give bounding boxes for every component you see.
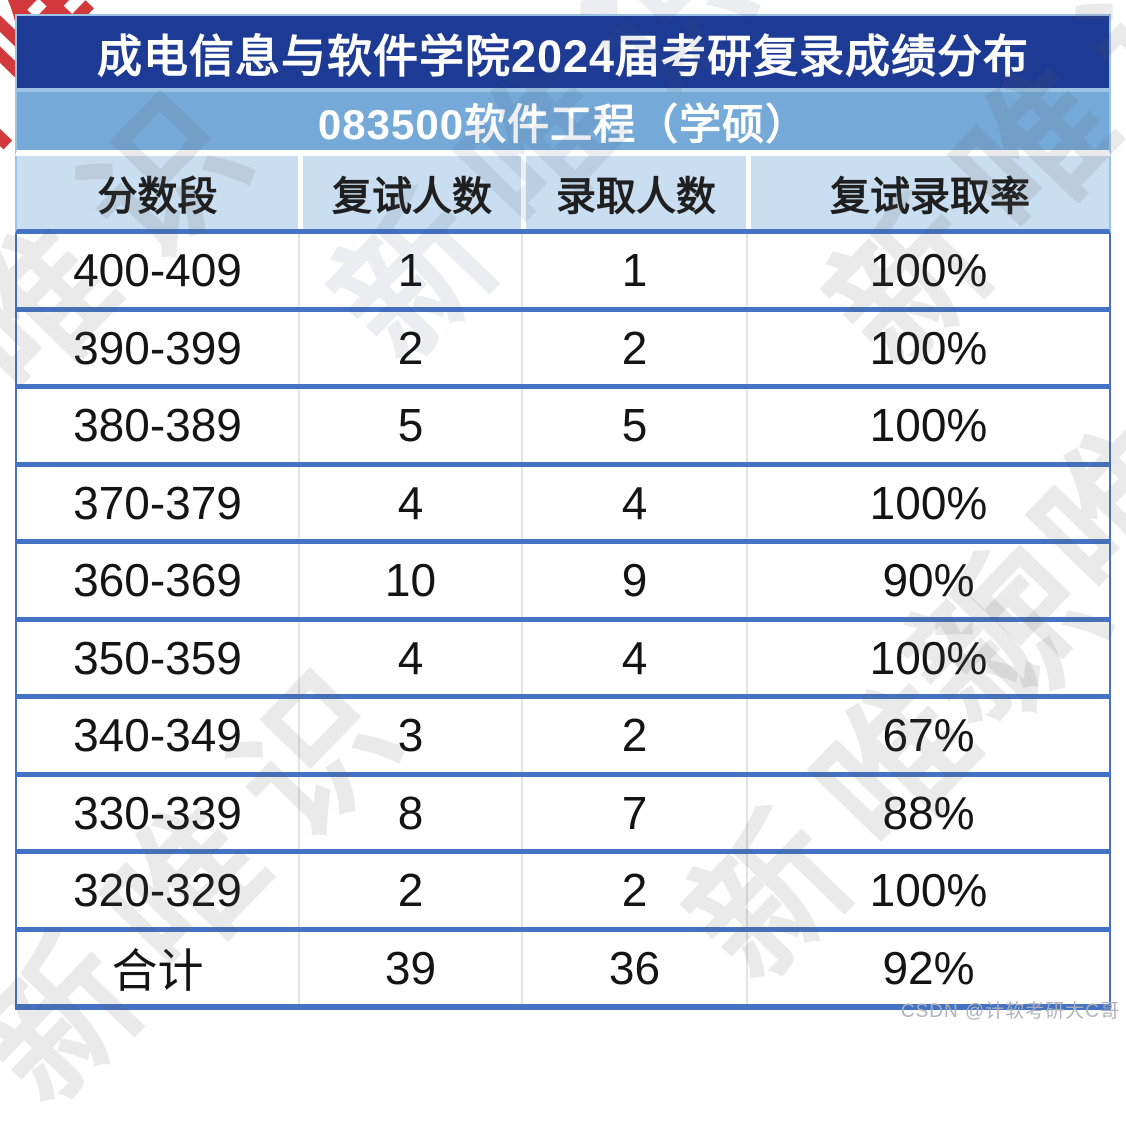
cell: 100% (746, 234, 1109, 307)
cell: 7 (521, 776, 746, 849)
table-row: 330-339 8 7 88% (17, 776, 1109, 854)
cell: 36 (521, 931, 746, 1004)
table-body: 400-409 1 1 100% 390-399 2 2 100% 380-389 5 5 100% 3… (15, 234, 1111, 1010)
table-row: 340-349 3 2 67% (17, 699, 1109, 777)
cell: 9 (521, 544, 746, 617)
cell: 4 (298, 621, 521, 694)
cell: 370-379 (73, 476, 242, 529)
cell: 92% (746, 931, 1109, 1004)
cell: 330-339 (73, 786, 242, 839)
cell: 39 (298, 931, 521, 1004)
cell: 5 (298, 389, 521, 462)
table-row: 390-399 2 2 100% (17, 311, 1109, 389)
table-row: 380-389 5 5 100% (17, 389, 1109, 467)
cell: 8 (298, 776, 521, 849)
cell: 100% (746, 466, 1109, 539)
cell: 2 (298, 854, 521, 927)
cell: 100% (746, 621, 1109, 694)
cell: 1 (521, 234, 746, 307)
table-row: 360-369 10 9 90% (17, 544, 1109, 622)
cell: 2 (298, 311, 521, 384)
table-subtitle: 083500软件工程（学硕） (15, 92, 1111, 156)
cell: 88% (746, 776, 1109, 849)
cell: 380-389 (73, 399, 242, 452)
cell: 100% (746, 311, 1109, 384)
table-row: 350-359 4 4 100% (17, 621, 1109, 699)
header-row: 分数段 复试人数 录取人数 复试录取率 (15, 156, 1111, 234)
header-score-range: 分数段 (97, 174, 218, 219)
cell: 100% (746, 854, 1109, 927)
table-row: 320-329 2 2 100% (17, 854, 1109, 932)
cell: 320-329 (73, 864, 242, 917)
header-admitted-count: 录取人数 (521, 156, 746, 229)
cell: 2 (521, 854, 746, 927)
cell: 400-409 (73, 244, 242, 297)
cell: 合计 (111, 944, 204, 997)
csdn-credit: CSDN @计软考研大C哥 (900, 1001, 1120, 1022)
cell: 340-349 (73, 709, 242, 762)
cell: 4 (521, 466, 746, 539)
cell: 350-359 (73, 631, 242, 684)
cell: 90% (746, 544, 1109, 617)
cell: 360-369 (73, 554, 242, 607)
header-interview-count: 复试人数 (298, 156, 521, 229)
cell: 2 (521, 311, 746, 384)
cell: 390-399 (73, 321, 242, 374)
cell: 5 (521, 389, 746, 462)
cell: 4 (521, 621, 746, 694)
header-admission-rate: 复试录取率 (746, 156, 1109, 229)
cell: 67% (746, 699, 1109, 772)
total-row: 合计 39 36 92% (17, 931, 1109, 1010)
cell: 4 (298, 466, 521, 539)
cell: 10 (298, 544, 521, 617)
cell: 3 (298, 699, 521, 772)
score-distribution-table: 成电信息与软件学院2024届考研复录成绩分布 083500软件工程（学硕） 分数… (15, 14, 1111, 1010)
cell: 2 (521, 699, 746, 772)
table-row: 370-379 4 4 100% (17, 466, 1109, 544)
table-title: 成电信息与软件学院2024届考研复录成绩分布 (15, 14, 1111, 92)
table-row: 400-409 1 1 100% (17, 234, 1109, 312)
cell: 1 (298, 234, 521, 307)
cell: 100% (746, 389, 1109, 462)
